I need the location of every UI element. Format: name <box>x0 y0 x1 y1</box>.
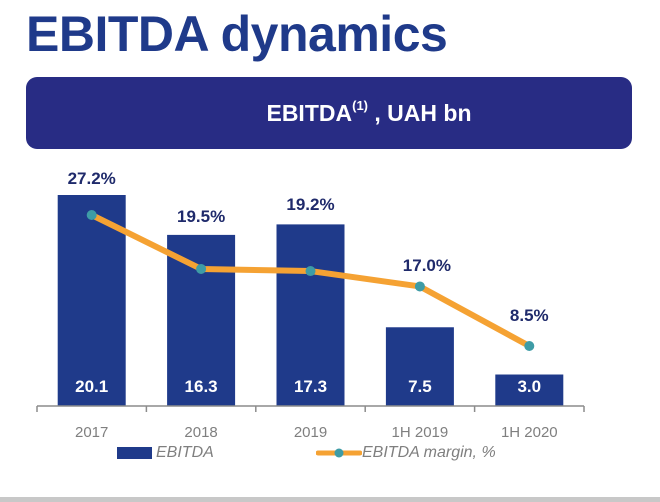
margin-point <box>414 281 425 292</box>
legend-item-ebitda: EBITDA <box>117 444 214 462</box>
margin-value-label: 8.5% <box>510 306 549 325</box>
footer-strip <box>0 497 660 502</box>
margin-value-label: 19.5% <box>177 207 225 226</box>
legend-label-margin: EBITDA margin, % <box>362 444 496 461</box>
bar-value-label: 20.1 <box>75 377 108 396</box>
chart-title-banner: EBITDA(1) , UAH bn <box>26 77 632 149</box>
bar-ebitda <box>167 234 236 406</box>
legend: EBITDA EBITDA margin, % <box>0 444 660 466</box>
chart-title-main: EBITDA <box>266 99 353 126</box>
bars-layer <box>57 195 564 406</box>
bar-value-label: 17.3 <box>294 377 327 396</box>
chart-title: EBITDA(1) , UAH bn <box>266 97 472 127</box>
bar-value-label: 3.0 <box>517 377 541 396</box>
legend-label-ebitda: EBITDA <box>156 444 214 461</box>
bar-ebitda <box>57 195 126 406</box>
margin-point <box>524 341 535 351</box>
page-title: EBITDA dynamics <box>26 6 448 62</box>
legend-item-margin: EBITDA margin, % <box>316 444 496 462</box>
labels-layer: 20.1 16.3 17.3 7.5 3.0 27.2% 19.5% 19.2% 17.0% 8.… <box>68 169 549 396</box>
bar-value-label: 16.3 <box>185 377 218 396</box>
bar-value-label: 7.5 <box>408 377 432 396</box>
x-tick-label: 2017 <box>75 424 108 441</box>
margin-point <box>86 210 97 220</box>
margin-point <box>305 266 316 277</box>
x-tick-label: 1H 2019 <box>392 424 449 441</box>
margin-value-label: 27.2% <box>68 169 116 188</box>
x-tick-label: 2018 <box>184 424 217 441</box>
bar-ebitda <box>276 224 345 406</box>
margin-line-layer <box>86 210 535 351</box>
margin-value-label: 19.2% <box>286 195 334 214</box>
bar-ebitda <box>385 327 454 406</box>
x-axis: 2017 2018 2019 1H 2019 1H 2020 <box>36 405 585 441</box>
margin-point <box>196 263 207 274</box>
legend-line-swatch <box>316 448 362 458</box>
legend-bar-swatch <box>117 447 152 459</box>
margin-value-label: 17.0% <box>403 256 451 275</box>
chart-title-unit: , UAH bn <box>368 99 472 126</box>
chart-title-footnote: (1) <box>352 97 368 113</box>
bar-ebitda <box>495 374 564 406</box>
x-tick-label: 1H 2020 <box>501 424 558 441</box>
ebitda-chart: 2017 2018 2019 1H 2019 1H 2020 20.1 16.3 17.3 7… <box>36 169 585 441</box>
x-tick-label: 2019 <box>294 424 327 441</box>
